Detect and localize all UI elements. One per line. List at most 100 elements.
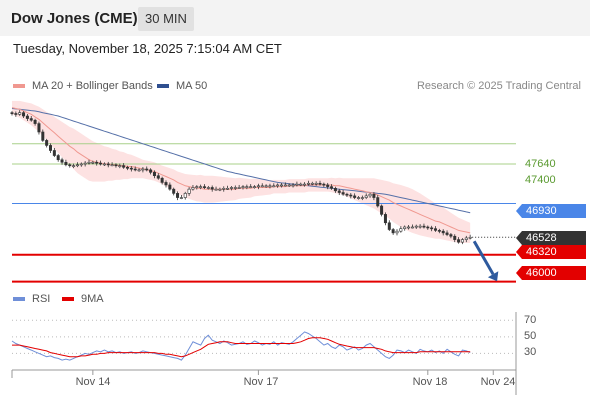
candle-body [360,197,364,199]
candle-body [168,184,172,190]
level-lines-layer [12,143,516,283]
candle-body [272,185,276,188]
candle-body [256,185,260,188]
candle [303,182,307,187]
candle-body [156,175,160,179]
candle [364,193,368,200]
candle-body [79,163,83,166]
candle [75,162,79,168]
candle [441,229,445,236]
candle-body [203,186,207,188]
candle [218,187,222,192]
candle [253,185,257,189]
candle [222,186,226,192]
candle [326,182,330,190]
time-axis [11,312,517,395]
candle-body [160,177,164,183]
candle [407,224,411,230]
candle-body [14,113,18,115]
candle-body [437,230,441,232]
candle-body [149,169,153,173]
candle-body [418,225,422,228]
candle-body [114,164,118,167]
candle-body [376,197,380,207]
candle-body [91,161,95,164]
candle [330,184,334,190]
candle [349,193,353,199]
rsi-ma-swatch [62,297,74,301]
candle [422,223,426,229]
candle [383,212,387,226]
candle-body [468,236,472,239]
candle [460,238,464,245]
candle [79,162,83,167]
candle [356,196,360,200]
candle [126,165,130,171]
candle-body [422,225,426,228]
candle-body [314,182,318,185]
candle [333,186,337,193]
forecast-arrow-shaft [472,240,495,276]
candle [229,185,233,191]
candle-body [179,197,183,199]
candle [25,114,29,122]
candle [410,224,414,229]
candle [133,166,137,172]
candle [233,185,237,190]
rsi-line [11,331,471,361]
candle-body [457,239,461,243]
bollinger-band-layer [12,100,471,243]
candle-body [68,164,72,167]
candle-body [260,185,264,188]
candle [176,191,180,201]
candle-body [191,187,195,190]
candle [149,168,153,175]
chart-header: Dow Jones (CME) 30 MIN [0,0,590,36]
candle [372,192,376,201]
timeframe-button[interactable]: 30 MIN [138,7,194,31]
candle [276,183,280,188]
candle-body [445,232,449,235]
candle-body [387,222,391,230]
candle-body [233,187,237,189]
candle [264,184,268,188]
candle-body [426,226,430,229]
candle [29,116,33,122]
candle-body [430,227,434,230]
candle-body [48,145,52,151]
ma20-swatch [13,84,25,88]
rsi-swatch [13,297,25,301]
candle-body [110,164,114,167]
candle-body [337,190,341,193]
candle-body [407,226,411,229]
level-label-47640: 47640 [525,158,556,170]
candle-body [322,183,326,186]
candle-body [356,197,360,199]
candle-body [330,186,334,189]
candle [141,166,145,173]
candle [164,180,168,188]
rsi-ma-legend: 9MA [62,293,104,305]
candle-body [72,165,76,167]
candle [449,233,453,239]
candle [453,234,457,243]
candle-body [380,205,384,215]
candle [306,180,310,186]
candle-body [229,187,233,189]
candle [353,193,357,200]
candle-body [341,192,345,195]
candle-body [333,188,337,192]
candle [14,111,18,117]
candle [426,225,430,230]
candle [399,226,403,233]
candle [68,163,72,168]
price-legend-ma20: MA 20 + Bollinger Bands [13,80,153,92]
candle-body [303,183,307,186]
candle [45,138,49,148]
candle-body [460,239,464,243]
candlestick-layer [10,110,472,245]
candle [64,159,68,167]
candle-body [206,187,210,189]
candle-body [214,188,218,191]
candle-body [195,186,199,188]
